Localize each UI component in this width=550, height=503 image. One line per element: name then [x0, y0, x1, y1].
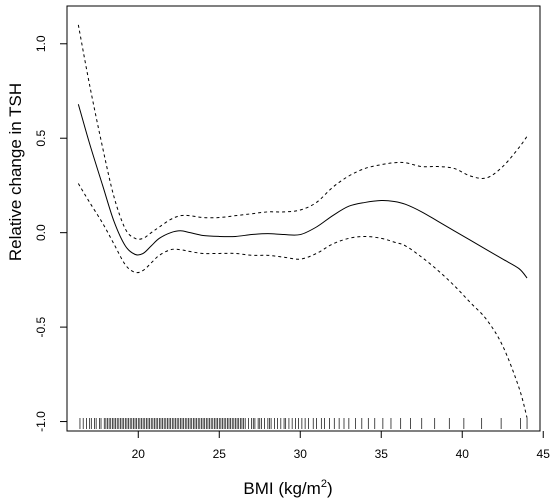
y-tick-label-2: 0.0 — [34, 224, 48, 241]
y-axis: -1.0 -0.5 0.0 0.5 1.0 — [34, 35, 67, 432]
series-layer — [77, 24, 528, 418]
y-tick-label-1: -0.5 — [34, 316, 48, 337]
x-axis-title-suffix: ) — [327, 479, 333, 498]
plot-frame — [66, 5, 541, 432]
x-axis-title: BMI (kg/m2) — [243, 478, 332, 498]
y-tick-label-3: 0.5 — [34, 130, 48, 147]
x-tick-label-20: 20 — [132, 447, 146, 461]
y-tick-label-0: -1.0 — [34, 411, 48, 432]
y-tick-label-4: 1.0 — [34, 35, 48, 52]
x-tick-label-45: 45 — [537, 447, 550, 461]
x-tick-label-40: 40 — [456, 447, 470, 461]
x-tick-label-35: 35 — [375, 447, 389, 461]
lower-ci-line — [77, 183, 528, 418]
x-tick-label-25: 25 — [213, 447, 227, 461]
rug-marks — [79, 418, 528, 429]
upper-ci-line — [77, 24, 528, 240]
x-axis: 20 25 30 35 40 45 — [132, 431, 550, 461]
x-axis-title-text: BMI (kg/m — [243, 479, 320, 498]
estimate-line — [77, 104, 528, 279]
x-tick-label-30: 30 — [294, 447, 308, 461]
x-axis-title-superscript: 2 — [321, 478, 327, 490]
y-axis-title: Relative change in TSH — [6, 83, 25, 261]
